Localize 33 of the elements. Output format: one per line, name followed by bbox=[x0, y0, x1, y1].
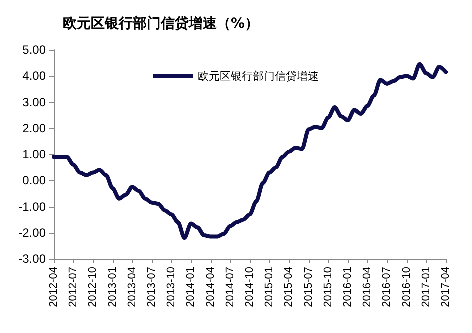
legend-label: 欧元区银行部门信贷增速 bbox=[198, 70, 319, 83]
x-tick-label: 2012-10 bbox=[87, 267, 100, 308]
y-tick-label: 0.00 bbox=[22, 174, 46, 188]
x-tick-label: 2012-07 bbox=[68, 267, 80, 308]
y-tick-label: -3.00 bbox=[18, 252, 46, 266]
x-tick-label: 2013-07 bbox=[146, 267, 158, 308]
y-tick-label: 2.00 bbox=[22, 121, 46, 136]
x-tick-label: 2014-07 bbox=[224, 267, 236, 308]
x-tick-label: 2012-04 bbox=[48, 267, 60, 308]
x-tick-label: 2014-01 bbox=[185, 267, 198, 308]
chart-title: 欧元区银行部门信贷增速（%） bbox=[63, 15, 260, 32]
y-tick-label: 5.00 bbox=[22, 43, 46, 57]
y-tick-label: 3.00 bbox=[22, 95, 46, 110]
x-tick-label: 2013-04 bbox=[126, 267, 138, 308]
x-tick-label: 2016-01 bbox=[342, 267, 354, 308]
y-tick-label: 1.00 bbox=[22, 148, 46, 162]
x-tick-label: 2015-10 bbox=[322, 267, 334, 308]
x-tick-label: 2017-01 bbox=[420, 267, 432, 308]
x-tick-label: 2015-01 bbox=[264, 267, 276, 308]
x-tick-label: 2016-04 bbox=[362, 267, 374, 308]
x-tick-label: 2014-04 bbox=[204, 267, 217, 308]
line-series bbox=[52, 62, 448, 240]
x-tick-label: 2013-10 bbox=[166, 267, 178, 308]
x-tick-label: 2016-10 bbox=[400, 267, 413, 308]
x-tick-label: 2015-04 bbox=[283, 267, 296, 308]
x-tick-label: 2017-04 bbox=[440, 267, 452, 308]
x-tick-label: 2014-10 bbox=[244, 267, 256, 308]
y-tick-label: -1.00 bbox=[18, 200, 46, 214]
y-tick-label: -2.00 bbox=[18, 226, 46, 240]
x-tick-label: 2016-07 bbox=[381, 267, 394, 308]
x-tick-label: 2015-07 bbox=[302, 267, 315, 308]
x-tick-label: 2013-01 bbox=[106, 267, 119, 308]
y-tick-label: 4.00 bbox=[22, 69, 46, 84]
